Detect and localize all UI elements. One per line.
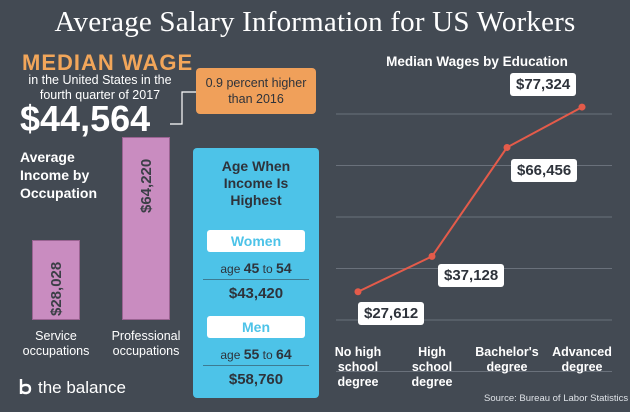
occupation-category-0: Service occupations	[22, 329, 90, 358]
education-category-2: Bachelor's degree	[475, 345, 539, 374]
education-value-label-2: $66,456	[511, 159, 578, 183]
men-age-to: 64	[276, 346, 292, 362]
men-age-prefix: age	[220, 348, 241, 362]
education-category-3: Advanced degree	[552, 345, 612, 374]
median-wage-value: $44,564	[20, 98, 151, 139]
occupation-category-1: Professional occupations	[111, 329, 181, 358]
brand-logo: the balance	[18, 378, 126, 398]
source-note: Source: Bureau of Labor Statistics	[484, 393, 629, 404]
occupation-bar-1	[122, 136, 170, 320]
men-age-range: age 55 to 64	[193, 346, 319, 362]
education-point-0	[354, 288, 362, 296]
median-wage-subtext: in the United States in the fourth quart…	[28, 73, 172, 102]
women-divider	[203, 279, 309, 280]
occupation-heading-text: Average Income by Occupation	[20, 149, 98, 201]
women-income-value: $43,420	[228, 285, 284, 302]
occupation-bar-0	[32, 239, 80, 320]
line-chart-title: Median Wages by Education	[346, 54, 608, 69]
men-divider	[203, 365, 309, 366]
men-age-to-word: to	[262, 348, 273, 362]
line-chart-title-text: Median Wages by Education	[386, 54, 568, 69]
median-wage-heading: MEDIAN WAGE	[22, 50, 194, 75]
brand-name: the balance	[38, 378, 126, 397]
women-age-prefix: age	[220, 262, 241, 276]
education-value-label-1: $37,128	[438, 264, 505, 288]
women-label: Women	[207, 230, 305, 252]
men-age-from: 55	[243, 346, 260, 362]
education-value-label-0: $27,612	[358, 301, 425, 325]
age-income-title: Age When Income Is Highest	[221, 158, 291, 208]
percent-change-note: 0.9 percent higher than 2016	[196, 68, 316, 114]
education-point-2	[503, 143, 511, 151]
women-age-to-word: to	[262, 262, 273, 276]
men-label: Men	[207, 316, 305, 338]
education-point-3	[578, 103, 586, 111]
education-category-1: High school degree	[411, 345, 453, 389]
education-series-line	[357, 106, 583, 293]
women-age-range: age 45 to 54	[193, 260, 319, 276]
page-title: Average Salary Information for US Worker…	[54, 6, 576, 38]
education-point-1	[428, 252, 436, 260]
men-income-value: $58,760	[228, 371, 284, 388]
women-age-to: 54	[276, 260, 292, 276]
brand-mark-icon	[19, 379, 32, 395]
age-income-panel: Age When Income Is Highest Women age 45 …	[193, 148, 319, 398]
occupation-heading: Average Income by Occupation	[20, 148, 110, 202]
women-age-from: 45	[243, 260, 260, 276]
education-value-label-3: $77,324	[510, 73, 577, 97]
education-category-0: No high school degree	[334, 345, 382, 389]
